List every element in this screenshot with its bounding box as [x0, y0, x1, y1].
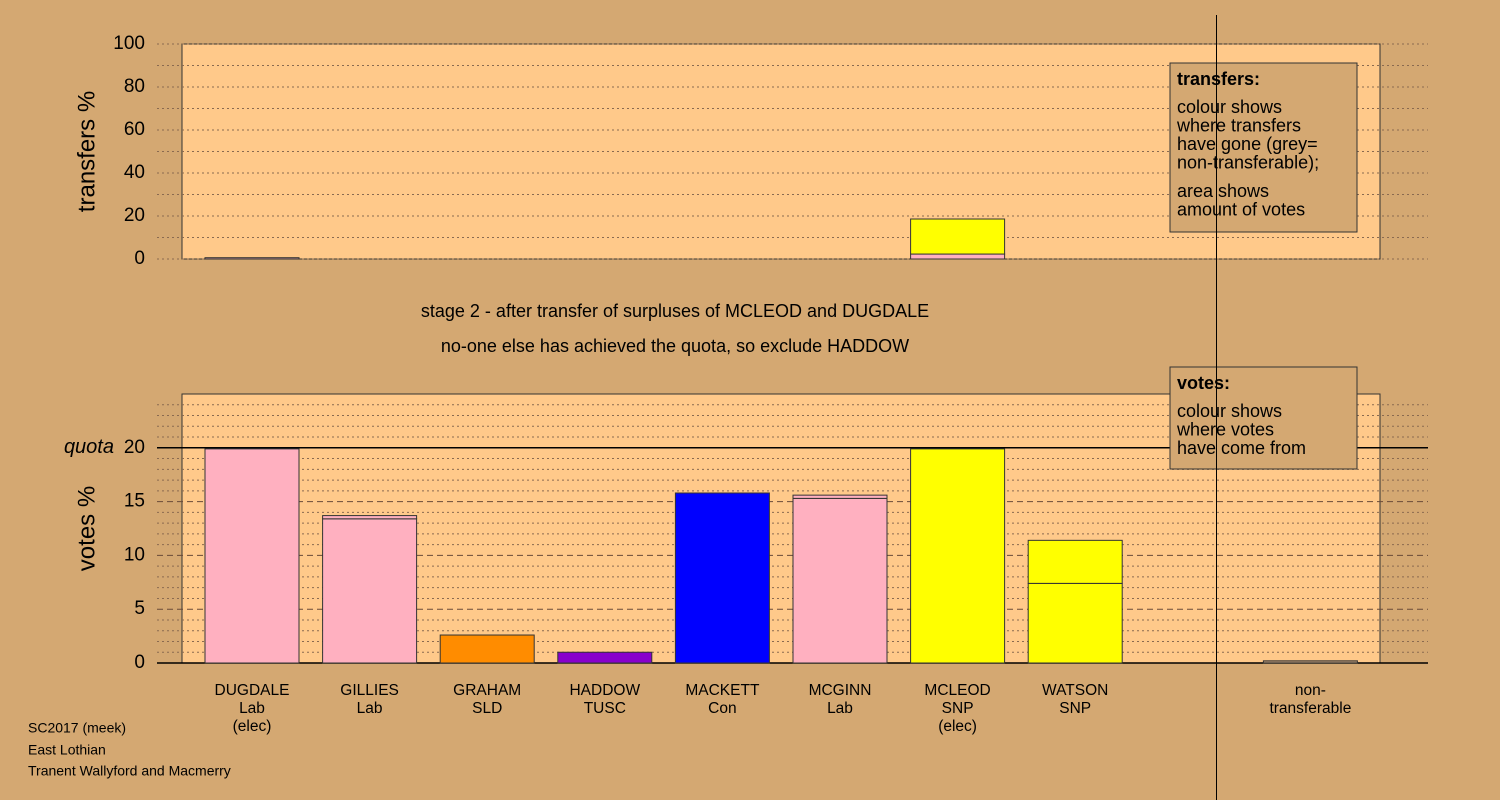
bar-segment	[1027, 582, 1123, 664]
legend-text: have come from	[1177, 438, 1306, 458]
x-tick-label: Con	[708, 700, 736, 717]
x-tick-label: SNP	[942, 700, 974, 717]
stage-line: stage 2 - after transfer of surpluses of…	[421, 301, 929, 321]
bar-segment	[204, 257, 300, 260]
y-axis-label: votes %	[73, 486, 100, 571]
x-tick-label: Lab	[357, 700, 383, 717]
x-tick-label: SLD	[472, 700, 502, 717]
y-tick-label: 40	[124, 162, 145, 183]
bar-segment	[792, 497, 888, 664]
bar-segment	[674, 492, 770, 664]
y-tick-label: 80	[124, 76, 145, 97]
x-tick-label: TUSC	[584, 700, 626, 717]
x-tick-label: Lab	[827, 700, 853, 717]
bar-segment	[322, 515, 418, 520]
bar-segment	[792, 494, 888, 499]
y-tick-label: 15	[124, 491, 145, 512]
x-tick-label: MCGINN	[809, 682, 872, 699]
bar-segment	[322, 518, 418, 664]
footer-line: Tranent Wallyford and Macmerry	[28, 763, 231, 779]
x-tick-label: WATSON	[1042, 682, 1108, 699]
x-tick-label: (elec)	[233, 718, 272, 735]
bar-segment	[910, 448, 1006, 664]
quota-label: quota	[64, 436, 114, 458]
legend-box	[1169, 366, 1358, 470]
y-tick-label: 0	[134, 248, 145, 269]
bar-segment	[557, 651, 653, 664]
x-tick-label: (elec)	[938, 718, 977, 735]
x-tick-label: Lab	[239, 700, 265, 717]
bar-segment	[439, 634, 535, 664]
stage-line: no-one else has achieved the quota, so e…	[441, 336, 909, 356]
bar-segment	[1027, 539, 1123, 584]
x-tick-label: transferable	[1269, 700, 1351, 717]
legend-text: have gone (grey=	[1177, 134, 1318, 154]
legend-box	[1169, 62, 1358, 233]
x-tick-label: SNP	[1059, 700, 1091, 717]
footer-line: SC2017 (meek)	[28, 720, 126, 736]
legend-text: amount of votes	[1177, 199, 1305, 219]
x-tick-label: non-	[1295, 682, 1326, 699]
bar-segment	[910, 253, 1006, 260]
footer-line: East Lothian	[28, 742, 106, 758]
y-tick-label: 20	[124, 437, 145, 458]
y-tick-label: 20	[124, 205, 145, 226]
y-tick-label: 0	[134, 652, 145, 673]
x-tick-label: GRAHAM	[453, 682, 521, 699]
bar-segment	[204, 448, 300, 664]
x-tick-label: MACKETT	[685, 682, 760, 699]
legend-title: votes:	[1177, 373, 1230, 393]
bar-segment	[1262, 660, 1358, 664]
x-tick-label: DUGDALE	[215, 682, 290, 699]
legend-text: where votes	[1176, 419, 1274, 439]
legend-text: colour shows	[1177, 401, 1282, 421]
legend-text: colour shows	[1177, 97, 1282, 117]
legend-text: where transfers	[1176, 115, 1301, 135]
y-tick-label: 100	[113, 33, 145, 54]
legend-text: area shows	[1177, 181, 1269, 201]
legend-text: non-transferable);	[1177, 152, 1319, 172]
x-tick-label: MCLEOD	[924, 682, 990, 699]
x-tick-label: HADDOW	[569, 682, 640, 699]
y-tick-label: 5	[134, 598, 145, 619]
bar-segment	[910, 218, 1006, 255]
y-axis-label: transfers %	[73, 91, 100, 212]
y-tick-label: 10	[124, 544, 145, 565]
legend-title: transfers:	[1177, 69, 1260, 89]
y-tick-label: 60	[124, 119, 145, 140]
x-tick-label: GILLIES	[340, 682, 399, 699]
